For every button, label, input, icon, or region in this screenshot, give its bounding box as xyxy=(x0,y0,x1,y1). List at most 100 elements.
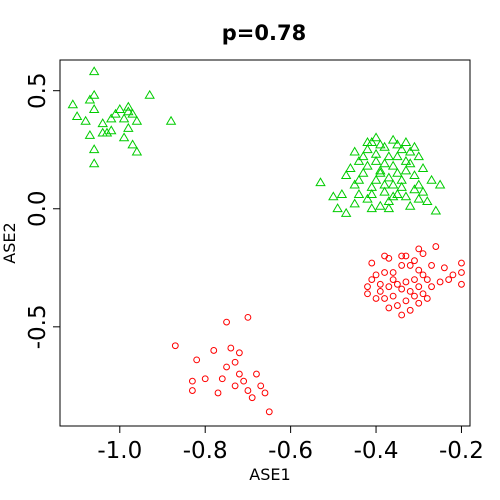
data-point-circle xyxy=(244,313,252,321)
data-point-triangle xyxy=(357,151,369,161)
data-point-triangle xyxy=(345,163,356,172)
x-axis-title: ASE1 xyxy=(249,465,290,484)
data-point-circle xyxy=(227,344,235,352)
data-point-triangle xyxy=(340,170,352,180)
data-point-triangle xyxy=(375,200,386,210)
x-tick-label: -1.0 xyxy=(97,438,142,464)
data-point-circle xyxy=(423,276,431,284)
chart-title: p=0.78 xyxy=(222,21,306,45)
data-point-triangle xyxy=(88,66,100,76)
data-point-triangle xyxy=(165,115,177,125)
data-point-triangle xyxy=(413,151,424,161)
x-tick-label: -0.2 xyxy=(439,438,484,464)
data-point-triangle xyxy=(392,167,403,177)
data-point-circle xyxy=(432,243,440,250)
data-point-circle xyxy=(393,302,401,309)
data-point-triangle xyxy=(123,122,134,132)
data-point-triangle xyxy=(67,99,79,109)
data-point-triangle xyxy=(106,113,117,123)
data-point-circle xyxy=(376,288,384,295)
data-point-triangle xyxy=(328,191,339,201)
data-point-circle xyxy=(201,375,209,383)
data-point-triangle xyxy=(379,158,390,168)
data-point-triangle xyxy=(422,196,433,206)
data-point-triangle xyxy=(430,205,442,215)
data-point-triangle xyxy=(114,103,126,113)
data-point-circle xyxy=(398,252,406,260)
data-point-circle xyxy=(428,262,435,269)
data-point-circle xyxy=(419,290,427,298)
plot-box xyxy=(59,59,471,427)
data-point-triangle xyxy=(370,132,382,142)
data-point-circle xyxy=(411,276,418,284)
data-point-triangle xyxy=(387,179,399,189)
data-point-circle xyxy=(440,264,448,272)
data-point-circle xyxy=(398,262,406,269)
data-point-triangle xyxy=(392,139,403,149)
data-point-triangle xyxy=(392,151,403,161)
data-point-circle xyxy=(402,278,410,286)
data-point-circle xyxy=(381,252,388,260)
data-point-circle xyxy=(171,342,179,350)
data-point-triangle xyxy=(387,191,399,201)
data-point-triangle xyxy=(383,151,395,161)
data-point-circle xyxy=(381,295,388,302)
data-point-circle xyxy=(415,299,423,307)
data-point-triangle xyxy=(88,103,100,113)
data-point-triangle xyxy=(362,144,373,154)
data-point-triangle xyxy=(409,170,420,180)
data-point-triangle xyxy=(383,172,395,182)
data-point-circle xyxy=(389,269,397,276)
data-point-triangle xyxy=(88,158,100,168)
data-point-circle xyxy=(449,271,457,279)
data-point-circle xyxy=(210,347,218,354)
data-point-circle xyxy=(385,283,393,291)
data-point-circle xyxy=(223,363,230,371)
data-point-circle xyxy=(368,259,376,267)
data-point-circle xyxy=(406,288,414,295)
data-point-triangle xyxy=(417,186,429,196)
data-point-triangle xyxy=(349,198,360,208)
data-point-triangle xyxy=(379,179,390,189)
data-point-circle xyxy=(411,292,418,300)
data-point-triangle xyxy=(84,129,96,139)
data-point-triangle xyxy=(417,163,429,172)
data-point-triangle xyxy=(353,155,365,165)
data-point-triangle xyxy=(144,89,155,99)
data-point-triangle xyxy=(123,101,134,111)
data-point-circle xyxy=(231,382,239,390)
data-point-circle xyxy=(235,349,243,357)
data-point-triangle xyxy=(370,174,382,184)
data-point-triangle xyxy=(127,108,138,118)
data-point-circle xyxy=(188,387,196,394)
data-point-circle xyxy=(265,408,273,416)
data-point-triangle xyxy=(118,132,130,142)
data-point-triangle xyxy=(383,203,395,213)
data-point-triangle xyxy=(362,137,373,146)
data-point-triangle xyxy=(336,189,348,198)
data-point-triangle xyxy=(353,174,365,184)
data-point-triangle xyxy=(404,158,416,168)
data-point-triangle xyxy=(349,179,360,189)
data-point-circle xyxy=(415,283,423,291)
data-point-triangle xyxy=(366,203,378,213)
data-point-circle xyxy=(372,271,380,279)
data-point-triangle xyxy=(353,189,365,198)
data-point-triangle xyxy=(387,160,399,170)
data-point-triangle xyxy=(396,181,407,191)
data-point-circle xyxy=(248,394,256,402)
data-point-triangle xyxy=(88,144,100,154)
data-point-circle xyxy=(389,292,397,300)
data-point-triangle xyxy=(118,113,130,123)
data-point-circle xyxy=(436,278,444,286)
data-point-circle xyxy=(415,266,423,274)
data-point-triangle xyxy=(370,148,382,158)
data-point-triangle xyxy=(396,144,407,154)
data-point-triangle xyxy=(375,165,386,175)
data-point-circle xyxy=(240,377,248,385)
data-point-triangle xyxy=(357,167,369,177)
data-point-circle xyxy=(244,387,252,394)
y-axis-title: ASE2 xyxy=(0,222,19,263)
data-point-circle xyxy=(393,280,401,288)
